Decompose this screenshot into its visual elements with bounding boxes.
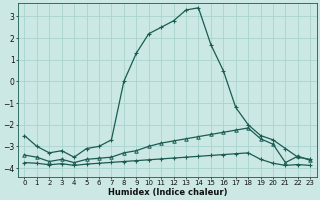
X-axis label: Humidex (Indice chaleur): Humidex (Indice chaleur) [108, 188, 227, 197]
